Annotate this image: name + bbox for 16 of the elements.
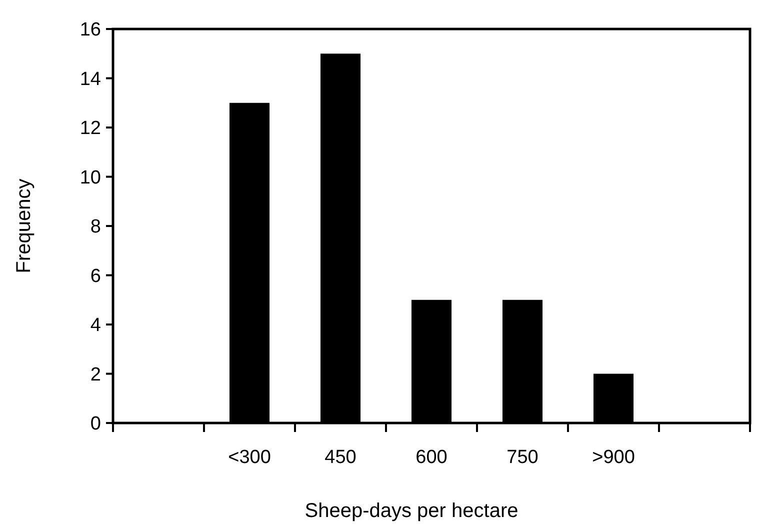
- y-tick-label: 8: [90, 216, 101, 238]
- y-tick-label: 2: [90, 364, 101, 386]
- y-tick-label: 14: [80, 68, 102, 90]
- y-tick-label: 16: [80, 20, 101, 41]
- x-tick-label: <300: [228, 447, 271, 468]
- x-tick-label: 750: [506, 447, 538, 468]
- y-tick-label: 0: [90, 414, 101, 435]
- y-axis-title: Frequency: [13, 178, 35, 274]
- x-tick-label: 600: [416, 447, 448, 468]
- y-tick-label: 12: [80, 118, 101, 140]
- y-tick-label: 10: [80, 167, 101, 188]
- y-tick-label: 6: [90, 266, 101, 287]
- x-axis-title: Sheep-days per hectare: [304, 500, 518, 522]
- x-tick-label: >900: [592, 447, 635, 468]
- x-tick-label: 450: [324, 447, 356, 468]
- y-tick-label: 4: [90, 315, 102, 336]
